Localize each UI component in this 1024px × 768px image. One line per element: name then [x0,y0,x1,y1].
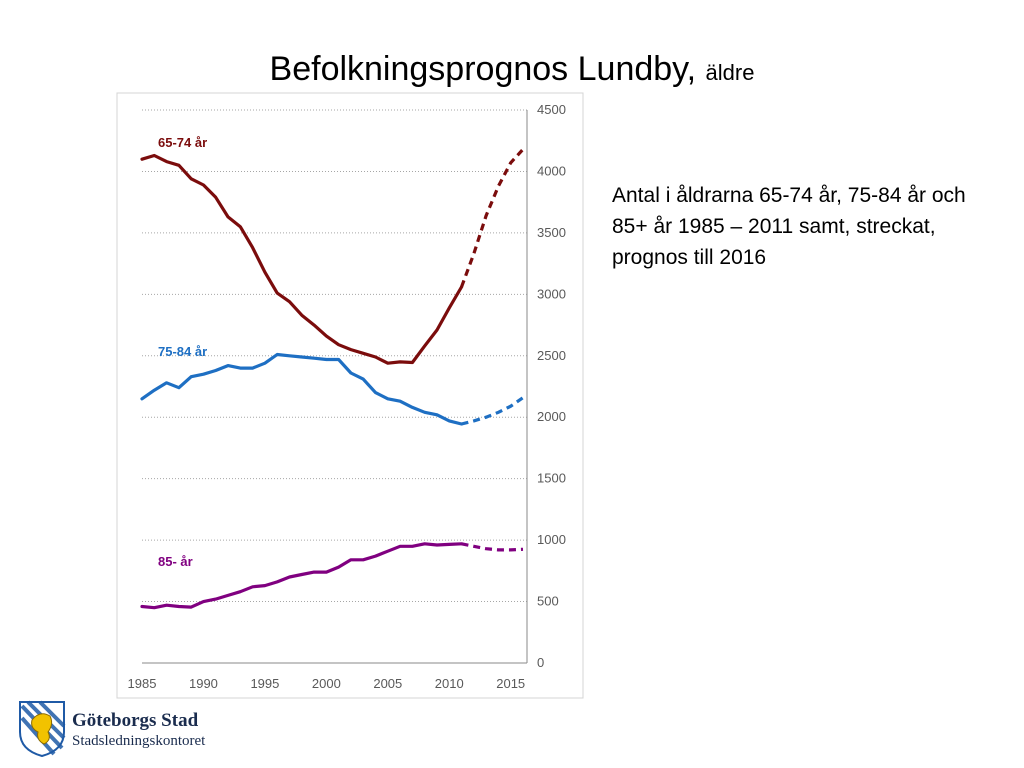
y-tick-label-2000: 2000 [537,409,566,424]
x-tick-label-1990: 1990 [189,676,218,691]
chart-frame [116,92,584,699]
x-tick-label-2010: 2010 [435,676,464,691]
series-labels: 65-74 år 75-84 år 85- år [158,135,207,569]
logo-name: Göteborgs Stad [72,710,199,731]
x-tick-label-1985: 1985 [128,676,157,691]
y-tick-label-3500: 3500 [537,225,566,240]
y-tick-label-3000: 3000 [537,286,566,301]
slide-title: Befolkningsprognos Lundby, äldre [0,50,1024,89]
series-forecast-line-0 [459,148,525,288]
series-forecast-line-2 [461,542,524,552]
x-tick-labels: 1985 1990 1995 2000 2005 2010 2015 [128,676,526,691]
x-tick-label-2000: 2000 [312,676,341,691]
series-label-75-84: 75-84 år [158,344,207,359]
y-tick-labels: 0 500 1000 1500 2000 2500 3000 3500 4000 4500 [537,102,566,670]
chart-grid [142,109,527,603]
series-label-65-74: 65-74 år [158,135,207,150]
goteborgs-stad-logo [19,700,66,758]
y-tick-label-500: 500 [537,594,559,609]
y-tick-label-2500: 2500 [537,348,566,363]
y-tick-label-1500: 1500 [537,471,566,486]
x-tick-label-1995: 1995 [250,676,279,691]
y-tick-label-1000: 1000 [537,532,566,547]
slide-title-sub: äldre [705,60,755,85]
series-line-2 [140,542,464,610]
x-tick-label-2005: 2005 [373,676,402,691]
y-tick-label-4000: 4000 [537,163,566,178]
logo-department: Stadsledningskontoret [72,733,206,749]
series-label-85plus: 85- år [158,554,193,569]
chart-description: Antal i åldrarna 65-74 år, 75-84 år och … [612,184,966,269]
series-line-1 [140,352,464,426]
y-tick-label-4500: 4500 [537,102,566,117]
slide-title-main: Befolkningsprognos Lundby, [269,50,697,88]
x-tick-label-2015: 2015 [496,676,525,691]
y-tick-label-0: 0 [537,655,544,670]
series-forecast-line-1 [461,396,524,426]
lion-shield-icon [19,700,66,758]
chart-series [140,148,525,610]
series-line-0 [140,153,464,365]
